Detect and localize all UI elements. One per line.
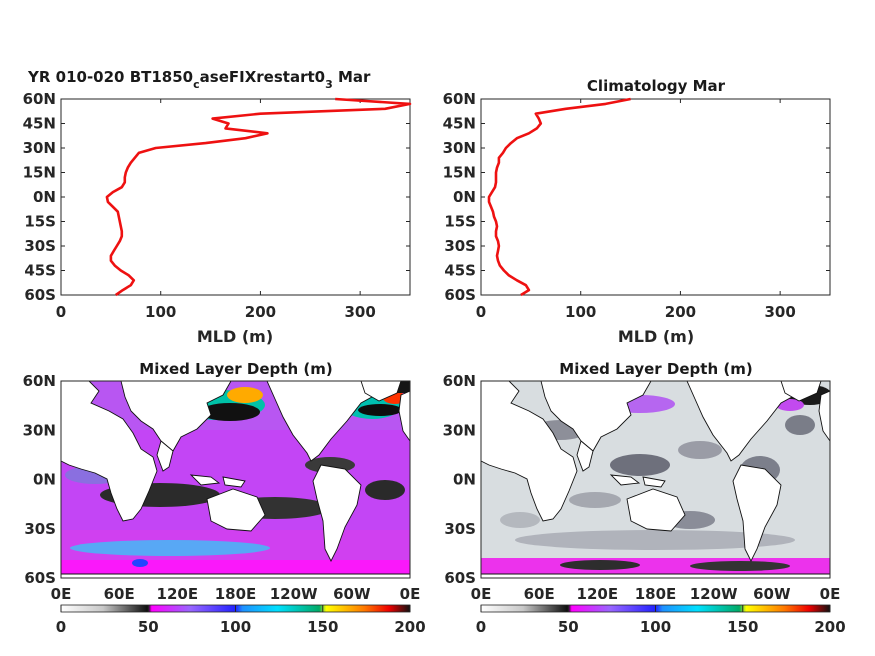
y-tick-label: 45N [443, 115, 476, 133]
model-mld-line [105, 97, 412, 297]
x-tick-label: 200 [245, 303, 276, 321]
y-tick-label: 15S [24, 213, 56, 231]
y-tick-label: 0N [453, 188, 476, 206]
y-tick-label: 45S [24, 262, 56, 280]
panel-3-axes [60, 380, 411, 579]
panel-4-y-ticks: 60N 30N 0N 30S 60S [443, 372, 476, 587]
panel-1-x-ticks: 0 100 200 300 [56, 99, 376, 321]
y-tick-label: 0N [33, 471, 56, 489]
y-tick-label: 30S [24, 237, 56, 255]
panel-2-x-ticks: 0 100 200 300 [476, 99, 796, 321]
panel-4-title: Mixed Layer Depth (m) [559, 360, 752, 378]
x-tick-label: 300 [764, 303, 795, 321]
colorbar-tick-label: 0 [56, 618, 66, 636]
panel-3-y-ticks: 60N 30N 0N 30S 60S [23, 372, 56, 587]
colorbar-tick-label: 100 [640, 618, 671, 636]
x-tick-label: 120W [270, 585, 318, 603]
x-tick-label: 100 [565, 303, 596, 321]
panel-1-xlabel: MLD (m) [197, 327, 273, 346]
y-tick-label: 60S [24, 286, 56, 304]
x-tick-label: 0E [51, 585, 72, 603]
colorbar-tick-label: 50 [558, 618, 579, 636]
y-tick-label: 30S [444, 520, 476, 538]
colorbar-tick-label: 100 [220, 618, 251, 636]
colorbar-model-ticks: 0 50 100 150 200 [56, 605, 426, 636]
y-tick-label: 60S [444, 286, 476, 304]
x-tick-label: 0E [400, 585, 421, 603]
x-tick-label: 0E [820, 585, 841, 603]
x-tick-label: 120W [690, 585, 738, 603]
colorbar-tick-label: 200 [394, 618, 425, 636]
x-tick-label: 60W [753, 585, 791, 603]
y-tick-label: 15N [443, 164, 476, 182]
panel-4-x-ticks: 0E 60E 120E 180E 120W 60W 0E [471, 585, 841, 603]
x-tick-label: 0E [471, 585, 492, 603]
y-tick-label: 60N [443, 372, 476, 390]
y-tick-label: 60S [444, 569, 476, 587]
x-tick-label: 120E [157, 585, 199, 603]
y-tick-label: 60N [443, 90, 476, 108]
x-tick-label: 0 [476, 303, 486, 321]
y-tick-label: 15S [444, 213, 476, 231]
x-tick-label: 180E [215, 585, 257, 603]
y-tick-label: 45S [444, 262, 476, 280]
colorbar-tick-label: 200 [814, 618, 845, 636]
y-tick-label: 30N [23, 421, 56, 439]
x-tick-label: 60W [333, 585, 371, 603]
x-tick-label: 300 [344, 303, 375, 321]
y-tick-label: 0N [33, 188, 56, 206]
panel-3-x-ticks: 0E 60E 120E 180E 120W 60W 0E [51, 585, 421, 603]
profile-panel-model: YR 010-020 BT1850caseFIXrestart03 Mar 60… [23, 68, 412, 346]
y-tick-label: 60N [23, 372, 56, 390]
x-tick-label: 200 [665, 303, 696, 321]
y-tick-label: 30N [443, 139, 476, 157]
y-tick-label: 15N [23, 164, 56, 182]
y-tick-label: 30N [443, 421, 476, 439]
x-tick-label: 60E [104, 585, 135, 603]
y-tick-label: 30N [23, 139, 56, 157]
panel-1-title: YR 010-020 BT1850caseFIXrestart03 Mar [27, 68, 371, 91]
colorbar-climatology-ticks: 0 50 100 150 200 [476, 605, 846, 636]
x-tick-label: 100 [145, 303, 176, 321]
colorbar-tick-label: 50 [138, 618, 159, 636]
colorbar-tick-label: 150 [727, 618, 758, 636]
panel-4-axes [480, 380, 831, 579]
x-tick-label: 60E [524, 585, 555, 603]
y-tick-label: 30S [444, 237, 476, 255]
colorbar-tick-label: 0 [476, 618, 486, 636]
panel-2-axes [480, 98, 831, 296]
x-tick-label: 120E [577, 585, 619, 603]
climatology-mld-line [487, 97, 631, 297]
panel-3-title: Mixed Layer Depth (m) [139, 360, 332, 378]
colorbar-tick-label: 150 [307, 618, 338, 636]
y-tick-label: 30S [24, 520, 56, 538]
y-tick-label: 60S [24, 569, 56, 587]
x-tick-label: 180E [635, 585, 677, 603]
panel-2-xlabel: MLD (m) [618, 327, 694, 346]
panel-2-y-ticks: 60N 45N 30N 15N 0N 15S 30S 45S 60S [443, 90, 830, 304]
x-tick-label: 0 [56, 303, 66, 321]
profile-panel-climatology: Climatology Mar 60N45N30N15N0N15S30S45S6… [443, 77, 831, 346]
y-tick-label: 45N [23, 115, 56, 133]
y-tick-label: 60N [23, 90, 56, 108]
y-tick-label: 0N [453, 471, 476, 489]
panel-2-title: Climatology Mar [587, 77, 726, 95]
panel-1-y-ticks: 60N 45N 30N 15N 0N 15S 30S 45S 60S [23, 90, 410, 304]
